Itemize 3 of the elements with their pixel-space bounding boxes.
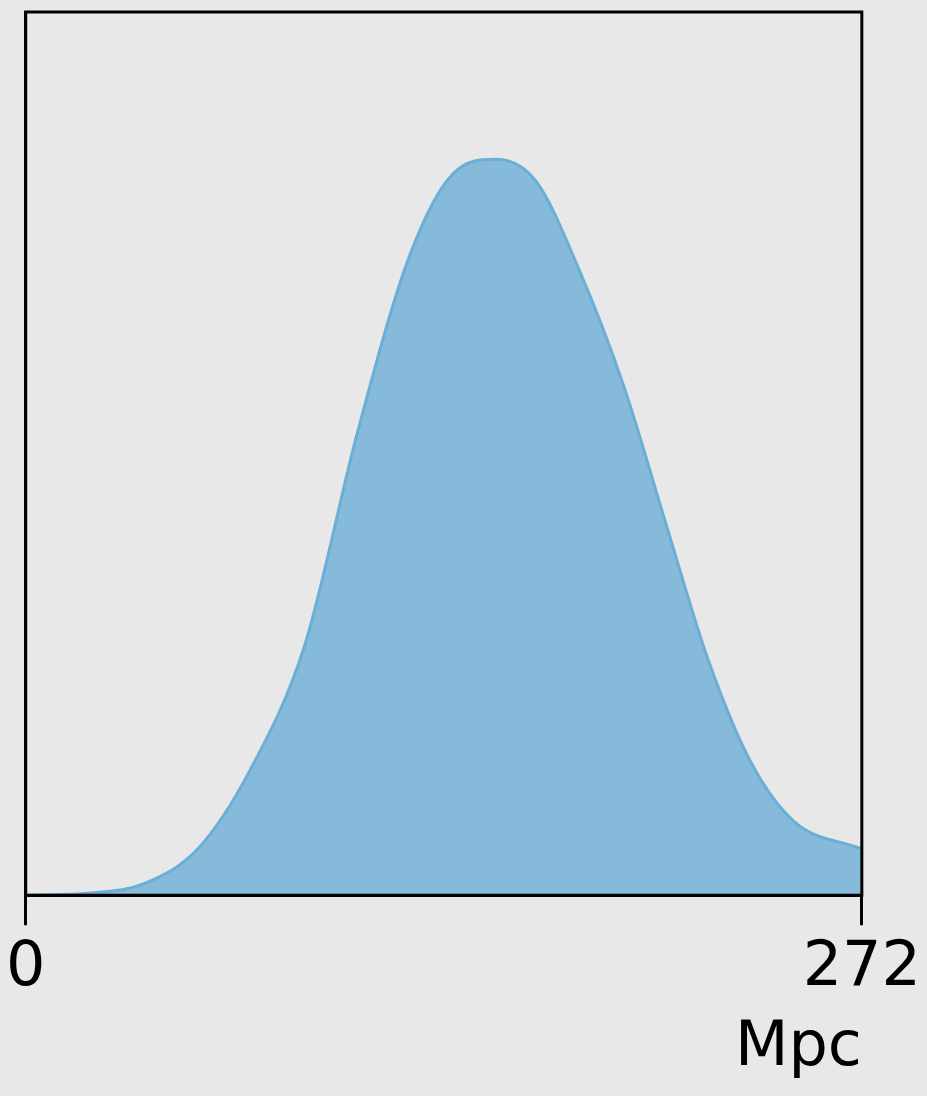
x-tick-label: 0 bbox=[6, 926, 46, 1000]
x-tick-label: 272 bbox=[802, 926, 921, 1000]
x-axis-title: Mpc bbox=[734, 1006, 862, 1080]
